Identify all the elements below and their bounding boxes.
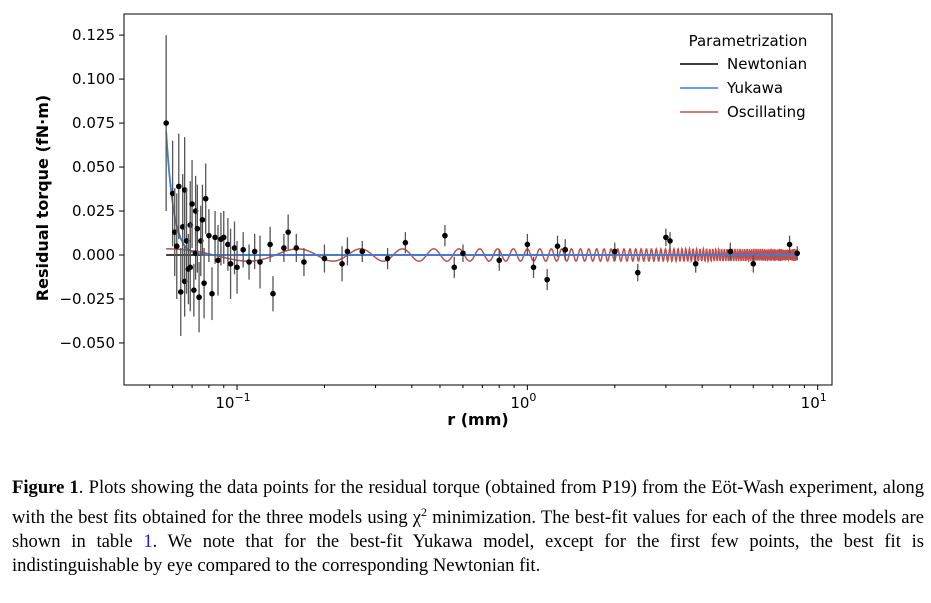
data-point xyxy=(189,201,195,207)
data-point xyxy=(293,245,300,251)
y-tick-label: 0.100 xyxy=(72,70,115,88)
data-point xyxy=(692,260,699,267)
data-point xyxy=(727,248,734,255)
data-point xyxy=(321,255,328,262)
data-point xyxy=(634,269,641,276)
data-point xyxy=(173,243,180,250)
data-point xyxy=(201,280,207,286)
y-tick-label: −0.025 xyxy=(59,290,115,308)
y-axis-label: Residual torque (fN·m) xyxy=(33,95,52,301)
caption-text-1: . Plots showing the data points for the … xyxy=(12,477,925,529)
caption-text-3: . We note that for the best-fit Yukawa m… xyxy=(12,531,924,577)
data-point xyxy=(786,241,793,248)
data-point xyxy=(285,229,291,235)
data-point xyxy=(339,260,345,267)
data-point xyxy=(171,229,178,235)
x-tick-label: 10−1 xyxy=(215,391,250,412)
figure-plot: 0.125 0.100 0.075 0.050 0.025 0.000 −0.025 −0.0… xyxy=(33,13,833,429)
oscillating-fit-line xyxy=(166,245,798,265)
legend-label-oscillating: Oscillating xyxy=(727,103,806,121)
y-tick-label: −0.050 xyxy=(59,334,115,352)
data-point xyxy=(794,250,801,257)
data-point xyxy=(611,248,618,255)
data-point xyxy=(750,260,757,267)
data-point xyxy=(202,195,209,202)
data-point xyxy=(240,246,246,253)
data-point xyxy=(257,259,263,265)
data-point xyxy=(281,245,287,251)
y-tick-label: 0.025 xyxy=(72,202,115,220)
plot-frame xyxy=(123,13,833,386)
data-point xyxy=(544,276,550,283)
caption-label: Figure 1 xyxy=(12,477,79,498)
data-point xyxy=(270,290,276,297)
data-point xyxy=(209,290,215,297)
x-tick-label: 100 xyxy=(510,391,536,412)
data-point xyxy=(460,250,466,257)
data-point xyxy=(234,264,240,271)
data-point xyxy=(194,225,201,232)
yukawa-fit-line xyxy=(165,131,798,256)
data-point xyxy=(530,264,537,271)
data-point xyxy=(175,183,182,190)
data-point xyxy=(663,234,669,241)
data-point xyxy=(220,234,227,241)
data-point xyxy=(442,232,448,239)
data-point xyxy=(215,257,221,264)
legend: Parametrization Newtonian Yukawa Oscilla… xyxy=(680,32,807,121)
caption-superscript: 2 xyxy=(421,505,428,519)
data-point xyxy=(196,294,202,301)
y-tick-label: 0.075 xyxy=(72,114,115,132)
y-tick-label: 0.125 xyxy=(72,26,115,44)
data-point xyxy=(191,287,197,293)
data-point xyxy=(667,238,673,244)
data-points xyxy=(163,35,801,336)
y-tick-label: 0.050 xyxy=(72,158,115,176)
data-point xyxy=(163,120,169,126)
data-point xyxy=(344,248,351,255)
data-point xyxy=(524,241,531,248)
data-point xyxy=(384,255,391,262)
data-point xyxy=(402,239,409,246)
data-point xyxy=(231,245,238,251)
data-point xyxy=(267,241,273,248)
data-point xyxy=(225,241,231,248)
y-tick-label: 0.000 xyxy=(72,246,115,264)
data-point xyxy=(177,289,184,295)
data-point xyxy=(496,257,503,264)
data-point xyxy=(451,264,458,271)
data-point xyxy=(251,248,258,255)
data-point xyxy=(206,232,212,239)
legend-label-yukawa: Yukawa xyxy=(726,79,783,97)
data-point xyxy=(227,260,234,267)
data-point xyxy=(169,190,176,197)
legend-label-newtonian: Newtonian xyxy=(727,55,807,73)
figure-caption: Figure 1. Plots showing the data points … xyxy=(12,476,924,578)
data-point xyxy=(199,217,206,223)
axes: 0.125 0.100 0.075 0.050 0.025 0.000 −0.025 −0.0… xyxy=(59,26,826,412)
fit-curves xyxy=(165,131,798,265)
data-point xyxy=(554,243,561,250)
x-axis-label: r (mm) xyxy=(447,410,508,429)
x-tick-label: 101 xyxy=(801,391,827,412)
table-reference-link[interactable]: 1 xyxy=(143,531,153,553)
data-point xyxy=(212,234,218,241)
caption-text-2: minimization. The best-fit values for ea… xyxy=(12,507,924,553)
data-point xyxy=(562,246,569,253)
data-point xyxy=(187,264,194,271)
data-point xyxy=(359,248,366,255)
data-point xyxy=(246,259,252,265)
legend-title: Parametrization xyxy=(689,32,808,50)
data-point xyxy=(301,259,307,265)
